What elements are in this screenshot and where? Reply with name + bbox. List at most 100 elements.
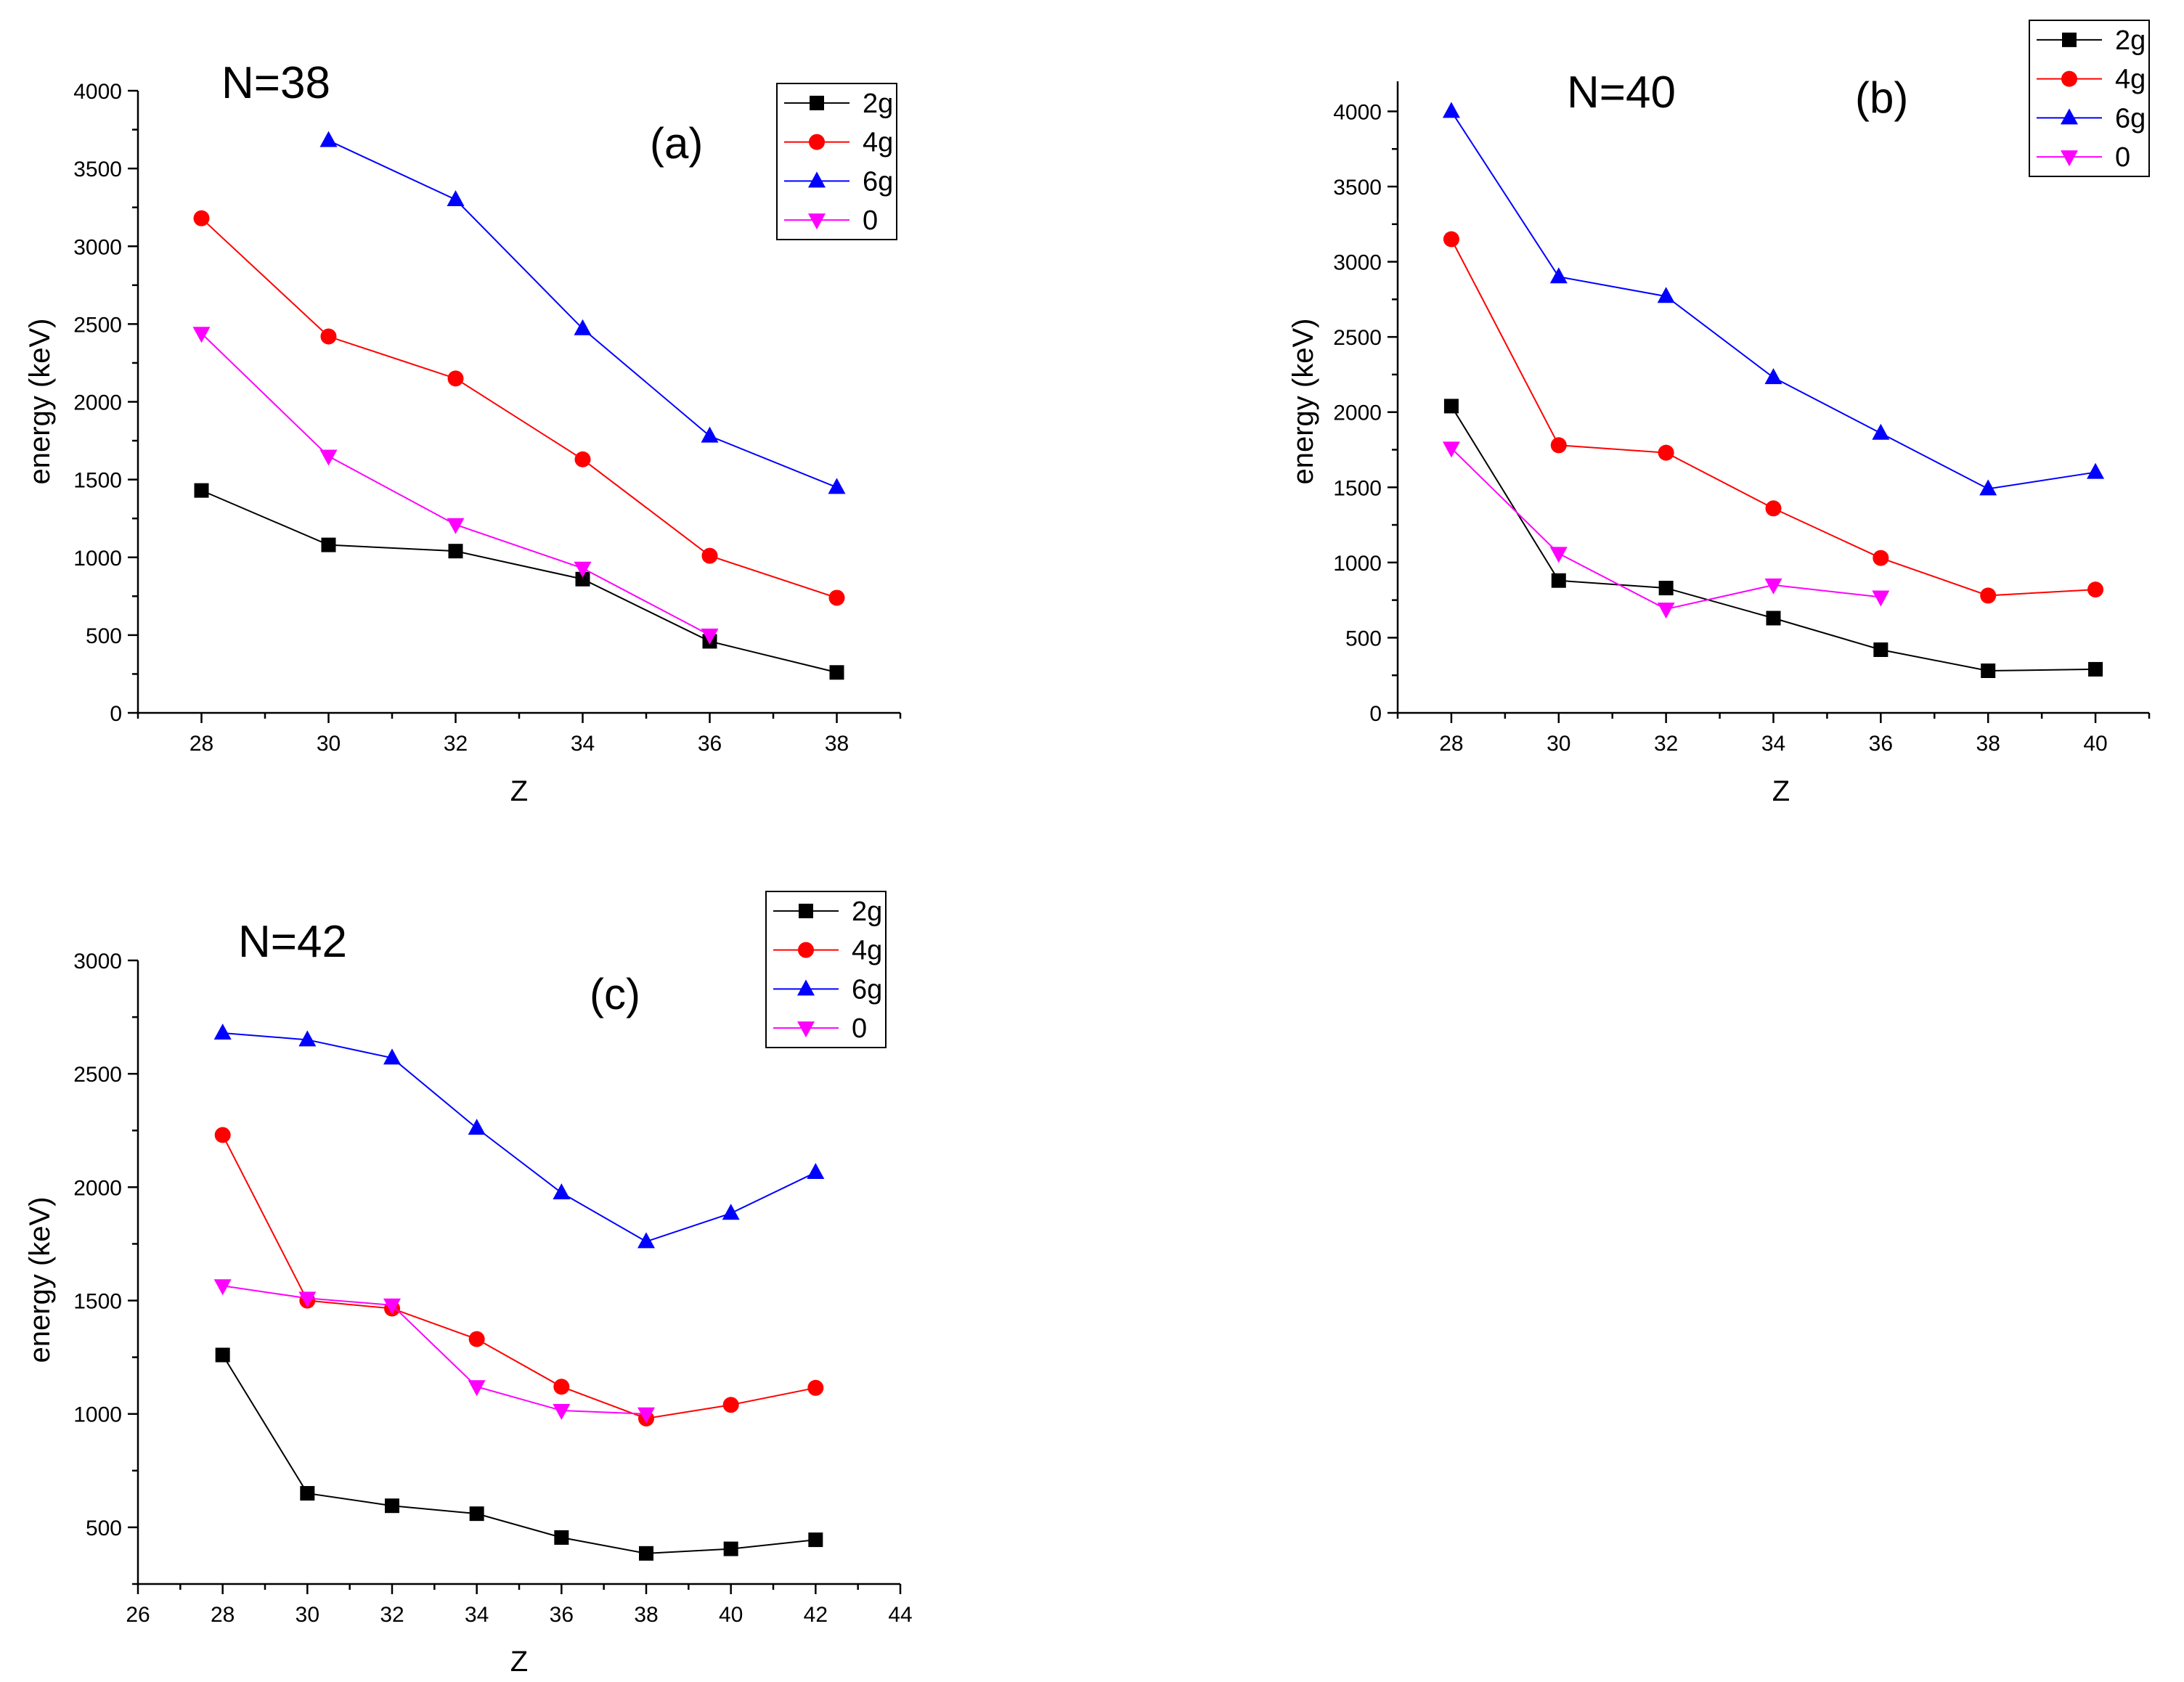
- data-point-6g: [213, 1023, 232, 1040]
- y-tick-label: 3500: [73, 158, 122, 181]
- series-line-4g: [200, 217, 837, 599]
- x-axis-title: Z: [510, 1646, 528, 1678]
- panel-title: N=38: [221, 58, 330, 108]
- panel-label: (c): [590, 970, 640, 1018]
- x-tick-label: 26: [126, 1603, 150, 1627]
- data-point-0: [468, 1380, 486, 1397]
- data-point-4g: [574, 451, 591, 468]
- data-point-4g: [320, 328, 337, 345]
- series-6g: [213, 1023, 825, 1249]
- data-point-0: [447, 518, 465, 534]
- series-4g: [193, 210, 845, 606]
- legend-label-2g: 2g: [2115, 25, 2146, 56]
- x-tick-label: 28: [1439, 732, 1463, 756]
- data-point-0: [574, 561, 592, 578]
- series-line-0: [222, 1285, 647, 1415]
- legend-marker-6g: [797, 979, 815, 996]
- series-4g: [214, 1127, 824, 1426]
- panel-title: N=42: [238, 917, 347, 967]
- data-point-0: [192, 327, 211, 343]
- x-tick-label: 40: [719, 1603, 743, 1627]
- data-point-2g: [448, 544, 463, 559]
- legend: 2g 4g 6g 0: [2029, 20, 2150, 177]
- data-point-6g: [447, 189, 465, 206]
- data-point-4g: [807, 1379, 824, 1396]
- data-point-6g: [383, 1048, 401, 1065]
- y-tick-label: 500: [1345, 626, 1382, 650]
- data-point-2g: [1981, 664, 1996, 678]
- legend-marker-4g: [2061, 70, 2077, 87]
- data-point-2g: [1873, 642, 1888, 657]
- data-point-4g: [214, 1127, 231, 1143]
- x-tick-label: 30: [296, 1603, 319, 1627]
- data-point-2g: [554, 1530, 569, 1545]
- series-6g: [1442, 102, 2105, 496]
- data-point-6g: [701, 426, 719, 443]
- y-tick-label: 500: [86, 1516, 122, 1540]
- data-point-2g: [829, 665, 844, 680]
- data-point-6g: [722, 1204, 740, 1220]
- y-tick-label: 2500: [1333, 326, 1382, 350]
- legend-box: [776, 83, 897, 240]
- x-tick-label: 36: [1869, 732, 1893, 756]
- legend-label-6g: 6g: [2115, 103, 2146, 134]
- legend-label-4g: 4g: [852, 936, 882, 966]
- data-point-2g: [723, 1541, 738, 1556]
- data-point-0: [298, 1291, 317, 1308]
- data-point-4g: [2087, 581, 2104, 598]
- y-tick-label: 2000: [73, 391, 122, 415]
- data-point-6g: [468, 1119, 486, 1135]
- chart-panel-2: 0 500 1000 1500 2000 2500 3000 3500 4000 28 30 32 34…: [1287, 20, 2151, 807]
- y-tick-label: 1000: [73, 1403, 122, 1427]
- data-point-2g: [1658, 581, 1674, 596]
- data-point-4g: [1658, 444, 1674, 461]
- series-0: [192, 327, 719, 645]
- legend-label-6g: 6g: [852, 974, 882, 1005]
- y-tick-label: 1500: [73, 469, 122, 493]
- x-tick-label: 40: [2083, 732, 2107, 756]
- data-point-2g: [639, 1546, 653, 1561]
- legend-label-2g: 2g: [852, 897, 882, 927]
- legend-marker-2g: [799, 903, 813, 918]
- data-point-2g: [194, 483, 209, 498]
- series-line-6g: [222, 1032, 816, 1243]
- y-tick-label: 3500: [1333, 176, 1382, 200]
- y-tick-label: 2500: [73, 313, 122, 337]
- data-point-0: [213, 1279, 232, 1296]
- data-point-2g: [1443, 399, 1459, 414]
- y-tick-label: 2000: [1333, 401, 1382, 425]
- data-point-6g: [1764, 368, 1782, 385]
- y-axis-title: energy (keV): [24, 1197, 56, 1363]
- x-tick-label: 34: [571, 732, 595, 756]
- chart-panel-1: 0 500 1000 1500 2000 2500 3000 3500 4000 28 30 32 34…: [24, 58, 902, 807]
- data-point-6g: [1442, 102, 1460, 118]
- data-point-6g: [637, 1232, 655, 1249]
- y-tick-label: 3000: [1333, 251, 1382, 275]
- x-tick-label: 32: [1654, 732, 1678, 756]
- legend-marker-0: [2061, 150, 2078, 167]
- data-point-2g: [300, 1486, 315, 1501]
- legend-marker-2g: [2062, 32, 2077, 47]
- x-tick-label: 34: [1761, 732, 1785, 756]
- data-point-0: [1549, 547, 1568, 563]
- y-tick-label: 0: [1369, 702, 1382, 726]
- y-tick-label: 1500: [1333, 476, 1382, 500]
- data-point-4g: [553, 1379, 570, 1395]
- x-tick-label: 30: [1547, 732, 1570, 756]
- data-point-2g: [575, 571, 590, 587]
- data-point-0: [1657, 603, 1675, 619]
- data-point-2g: [1766, 611, 1781, 626]
- data-point-4g: [1980, 587, 1997, 604]
- data-point-6g: [807, 1163, 825, 1180]
- y-axis-title: energy (keV): [1287, 319, 1319, 485]
- data-point-4g: [828, 589, 845, 606]
- y-tick-label: 3000: [73, 235, 122, 259]
- data-point-6g: [298, 1030, 317, 1047]
- data-point-2g: [2088, 661, 2103, 677]
- y-tick-label: 1500: [73, 1290, 122, 1314]
- data-point-6g: [574, 319, 592, 335]
- x-tick-label: 30: [317, 732, 341, 756]
- y-tick-label: 1000: [1333, 552, 1382, 576]
- y-tick-label: 0: [110, 702, 122, 726]
- x-tick-label: 42: [804, 1603, 828, 1627]
